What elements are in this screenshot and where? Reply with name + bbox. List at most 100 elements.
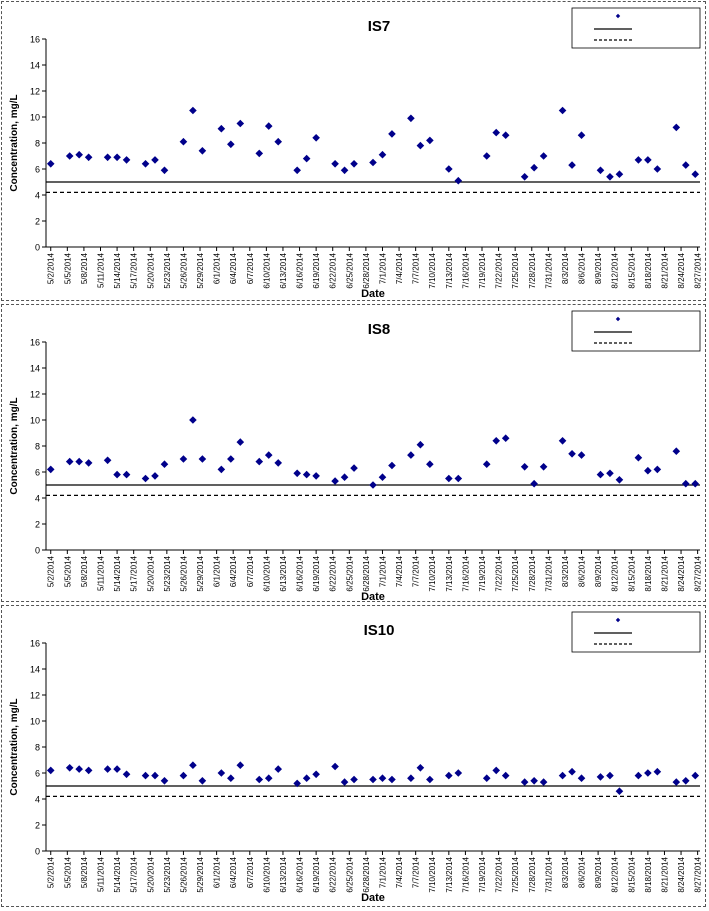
data-point: [492, 766, 501, 775]
data-point: [672, 778, 681, 786]
x-axis-label: Date: [361, 288, 385, 300]
data-point: [539, 778, 548, 786]
data-point: [378, 150, 387, 159]
data-point: [672, 123, 681, 132]
x-tick-label: 6/16/2014: [296, 555, 305, 591]
x-tick-label: 6/28/2014: [362, 555, 371, 591]
data-point: [198, 777, 207, 785]
x-tick-label: 6/19/2014: [312, 252, 321, 288]
x-tick-label: 6/16/2014: [296, 856, 305, 892]
data-point: [141, 474, 150, 483]
x-tick-label: 6/1/2014: [213, 856, 222, 888]
y-axis-label: Concentration, mg/L: [9, 698, 20, 795]
data-point: [691, 771, 700, 780]
data-point: [407, 114, 415, 123]
y-tick-label: 12: [30, 691, 40, 701]
data-point: [217, 465, 226, 474]
data-point: [255, 457, 264, 466]
chart-is8-svg: IS8 0 2 4 6 8 10 12 14 16 Concentration, mg/L 5/2/2…: [9, 310, 703, 603]
x-tick-label: 5/2/2014: [47, 252, 56, 284]
data-point: [113, 153, 121, 162]
y-tick-label: 4: [35, 795, 40, 805]
data-point: [691, 170, 700, 178]
x-tick-label: 5/23/2014: [163, 856, 172, 892]
y-tick-label: 8: [35, 139, 40, 149]
data-point: [634, 771, 643, 780]
data-point: [492, 437, 501, 445]
data-point: [644, 466, 652, 475]
x-axis-label: Date: [361, 591, 385, 601]
data-point: [264, 122, 273, 130]
data-point: [482, 460, 491, 468]
x-tick-label: 7/16/2014: [461, 252, 470, 288]
data-point: [615, 170, 624, 178]
x-tick-label: 8/18/2014: [644, 555, 653, 591]
data-point: [255, 775, 264, 784]
data-point: [350, 775, 358, 784]
data-point: [426, 775, 434, 784]
chart-title: IS8: [368, 321, 391, 338]
data-point: [179, 137, 188, 146]
data-point: [416, 141, 425, 150]
x-tick-label: 6/7/2014: [246, 252, 255, 284]
data-point: [274, 459, 283, 467]
y-tick-label: 2: [35, 520, 40, 530]
data-point: [160, 166, 169, 175]
data-point: [634, 453, 643, 462]
legend-marker-diamond: [615, 316, 621, 322]
x-tick-label: 5/26/2014: [179, 555, 188, 591]
x-tick-label: 6/10/2014: [262, 856, 271, 892]
data-point: [530, 163, 538, 172]
x-tick-label: 7/7/2014: [412, 555, 421, 587]
y-tick-label: 0: [35, 546, 40, 556]
data-point: [606, 173, 614, 181]
data-point: [681, 777, 690, 785]
y-tick-label: 6: [35, 769, 40, 779]
y-tick-label: 4: [35, 191, 40, 201]
chart-is7-svg: IS7 0 2 4 6 8 10 12 14 16 Concentration, mg/L 5/2/2…: [9, 7, 703, 300]
x-tick-label: 8/6/2014: [578, 555, 587, 587]
y-tick-label: 0: [35, 243, 40, 253]
x-tick-label: 7/19/2014: [478, 555, 487, 591]
data-point: [236, 119, 245, 128]
x-tick-label: 5/26/2014: [179, 856, 188, 892]
data-point: [520, 778, 529, 786]
data-point: [558, 437, 567, 445]
x-tick-label: 8/12/2014: [611, 856, 620, 892]
data-point: [75, 150, 83, 159]
data-point: [141, 160, 150, 168]
x-tick-label: 6/22/2014: [329, 252, 338, 288]
x-tick-label: 8/3/2014: [561, 555, 570, 587]
y-tick-label: 6: [35, 468, 40, 478]
x-tick-label: 6/25/2014: [345, 856, 354, 892]
data-point: [75, 765, 83, 773]
data-point: [302, 154, 311, 163]
x-tick-label: 5/8/2014: [80, 555, 89, 587]
x-tick-label: 6/13/2014: [279, 555, 288, 591]
data-point: [558, 771, 567, 780]
x-tick-label: 8/27/2014: [694, 555, 703, 591]
data-point: [445, 771, 453, 780]
x-tick-label: 5/8/2014: [80, 252, 89, 284]
y-tick-label: 16: [30, 35, 40, 45]
x-tick-label: 7/25/2014: [511, 252, 520, 288]
x-tick-label: 8/6/2014: [578, 252, 587, 284]
x-tick-label: 6/1/2014: [213, 252, 222, 284]
x-tick-label: 5/11/2014: [97, 555, 106, 591]
data-point: [227, 455, 235, 463]
data-point: [227, 774, 235, 782]
x-tick-label: 7/22/2014: [495, 252, 504, 288]
data-point: [189, 416, 197, 424]
data-point: [568, 161, 576, 169]
data-point: [539, 463, 548, 471]
y-axis-label: Concentration, mg/L: [9, 94, 20, 191]
y-tick-label: 16: [30, 639, 40, 649]
x-tick-label: 6/10/2014: [262, 252, 271, 288]
data-point: [644, 156, 652, 164]
data-point: [84, 459, 93, 467]
x-tick-label: 8/24/2014: [677, 555, 686, 591]
x-tick-label: 5/23/2014: [163, 252, 172, 288]
x-tick-label: 5/5/2014: [63, 555, 72, 587]
x-tick-label: 5/2/2014: [47, 856, 56, 888]
data-point: [653, 767, 662, 776]
